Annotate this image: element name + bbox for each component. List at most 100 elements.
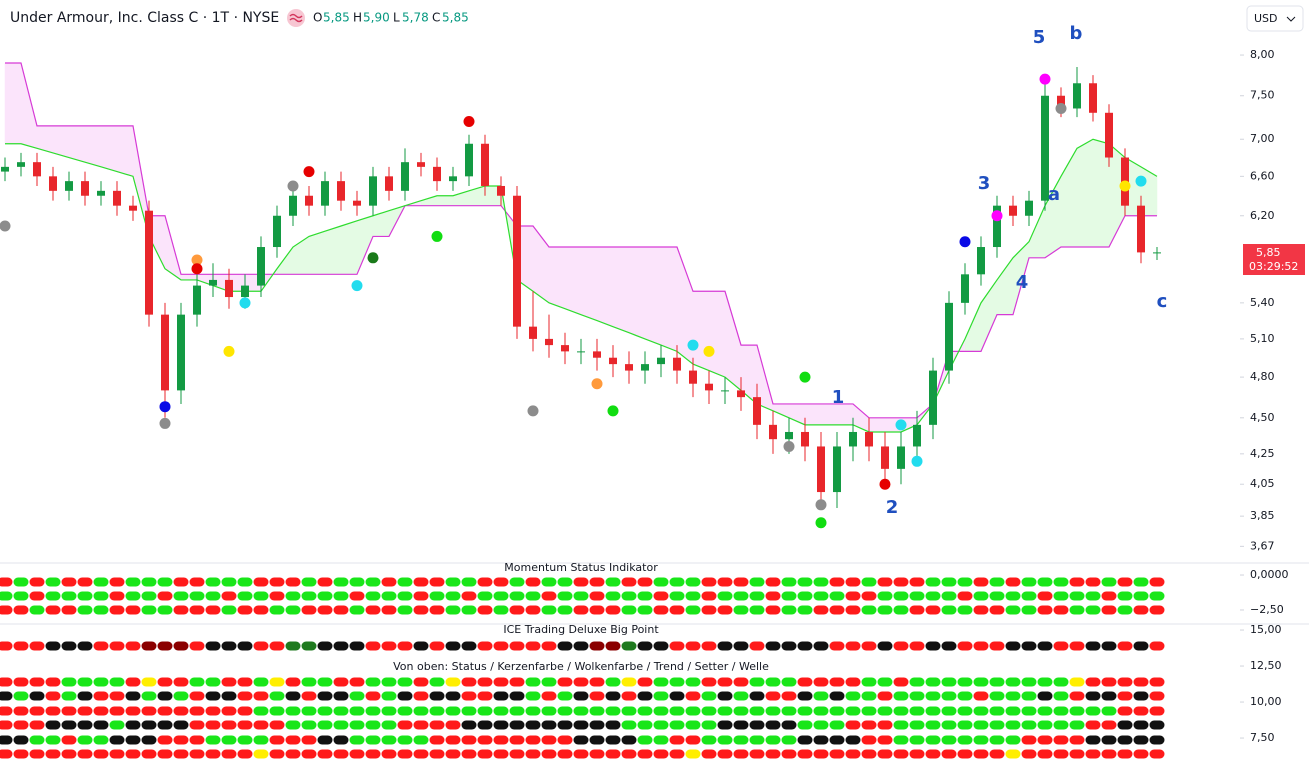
status-dot bbox=[141, 706, 157, 716]
status-dot bbox=[829, 577, 845, 587]
wave-label: 1 bbox=[832, 387, 845, 408]
status-dot bbox=[445, 605, 461, 615]
wave-label: b bbox=[1070, 23, 1083, 44]
status-dot bbox=[653, 591, 669, 601]
status-dot bbox=[941, 691, 957, 701]
status-dot bbox=[1037, 720, 1053, 730]
cloud-fill bbox=[4, 62, 22, 145]
status-dot bbox=[541, 591, 557, 601]
status-dot bbox=[749, 605, 765, 615]
status-dot bbox=[1133, 677, 1149, 687]
status-dot bbox=[765, 677, 781, 687]
status-dot bbox=[77, 605, 93, 615]
status-dot bbox=[589, 641, 605, 651]
status-dot bbox=[877, 735, 893, 745]
status-dot bbox=[45, 735, 61, 745]
status-dot bbox=[349, 691, 365, 701]
status-dot bbox=[925, 749, 941, 759]
signal-dot bbox=[783, 440, 795, 452]
status-dot bbox=[861, 605, 877, 615]
status-dot bbox=[93, 720, 109, 730]
status-dot bbox=[909, 641, 925, 651]
status-dot bbox=[0, 749, 13, 759]
status-dot bbox=[973, 720, 989, 730]
status-dot bbox=[445, 706, 461, 716]
status-dot bbox=[541, 706, 557, 716]
status-dot bbox=[333, 735, 349, 745]
status-dot bbox=[13, 577, 29, 587]
status-dot bbox=[29, 749, 45, 759]
status-dot bbox=[141, 691, 157, 701]
status-dot bbox=[461, 749, 477, 759]
status-dot bbox=[333, 706, 349, 716]
status-dot bbox=[1117, 591, 1133, 601]
status-dot bbox=[1085, 641, 1101, 651]
status-dot bbox=[749, 577, 765, 587]
status-dot bbox=[125, 591, 141, 601]
status-dot bbox=[1021, 677, 1037, 687]
status-dot bbox=[205, 749, 221, 759]
status-dot bbox=[285, 641, 301, 651]
status-dot bbox=[189, 641, 205, 651]
status-dot bbox=[637, 591, 653, 601]
cloud-fill bbox=[1076, 138, 1094, 248]
currency-button[interactable] bbox=[1246, 5, 1304, 32]
status-dot bbox=[29, 591, 45, 601]
status-dot bbox=[157, 591, 173, 601]
candle-body bbox=[1057, 95, 1065, 109]
status-dot bbox=[461, 577, 477, 587]
status-dot bbox=[13, 605, 29, 615]
status-dot bbox=[333, 605, 349, 615]
status-dot bbox=[765, 641, 781, 651]
status-dot bbox=[189, 720, 205, 730]
status-dot bbox=[189, 706, 205, 716]
status-dot bbox=[1133, 735, 1149, 745]
status-dot bbox=[541, 749, 557, 759]
status-dot bbox=[285, 706, 301, 716]
status-dot bbox=[717, 591, 733, 601]
status-dot bbox=[573, 749, 589, 759]
status-dot bbox=[45, 677, 61, 687]
signal-dot bbox=[159, 417, 171, 429]
cloud-fill bbox=[660, 246, 678, 352]
signal-dot bbox=[527, 405, 539, 417]
status-dot bbox=[173, 591, 189, 601]
status-dot bbox=[637, 605, 653, 615]
status-dot bbox=[349, 641, 365, 651]
status-dot bbox=[861, 720, 877, 730]
cloud-fill bbox=[692, 291, 710, 371]
status-dot bbox=[445, 735, 461, 745]
candle-body bbox=[1089, 83, 1097, 113]
cloud-fill bbox=[340, 220, 358, 275]
status-dot bbox=[957, 749, 973, 759]
status-dot bbox=[749, 706, 765, 716]
status-dot bbox=[605, 720, 621, 730]
status-dot bbox=[1053, 720, 1069, 730]
status-dot bbox=[157, 720, 173, 730]
status-icon[interactable] bbox=[287, 9, 305, 27]
status-dot bbox=[909, 605, 925, 615]
status-dot bbox=[317, 749, 333, 759]
status-dot bbox=[1069, 677, 1085, 687]
status-dot bbox=[989, 591, 1005, 601]
pane-subtitle: Von oben: Status / Kerzenfarbe / Wolkenf… bbox=[393, 660, 769, 673]
status-dot bbox=[797, 720, 813, 730]
status-dot bbox=[205, 641, 221, 651]
candle-body bbox=[17, 162, 25, 167]
cloud-fill bbox=[84, 125, 102, 168]
status-dot bbox=[253, 605, 269, 615]
status-dot bbox=[61, 749, 77, 759]
status-dot bbox=[845, 735, 861, 745]
status-dot bbox=[125, 577, 141, 587]
signal-dot bbox=[1055, 102, 1067, 114]
status-dot bbox=[1005, 706, 1021, 716]
status-dot bbox=[237, 577, 253, 587]
status-dot bbox=[941, 605, 957, 615]
status-dot bbox=[877, 749, 893, 759]
status-dot bbox=[141, 577, 157, 587]
status-dot bbox=[525, 591, 541, 601]
status-dot bbox=[301, 677, 317, 687]
cloud-fill bbox=[180, 274, 198, 281]
status-dot bbox=[557, 577, 573, 587]
status-dot bbox=[1085, 735, 1101, 745]
